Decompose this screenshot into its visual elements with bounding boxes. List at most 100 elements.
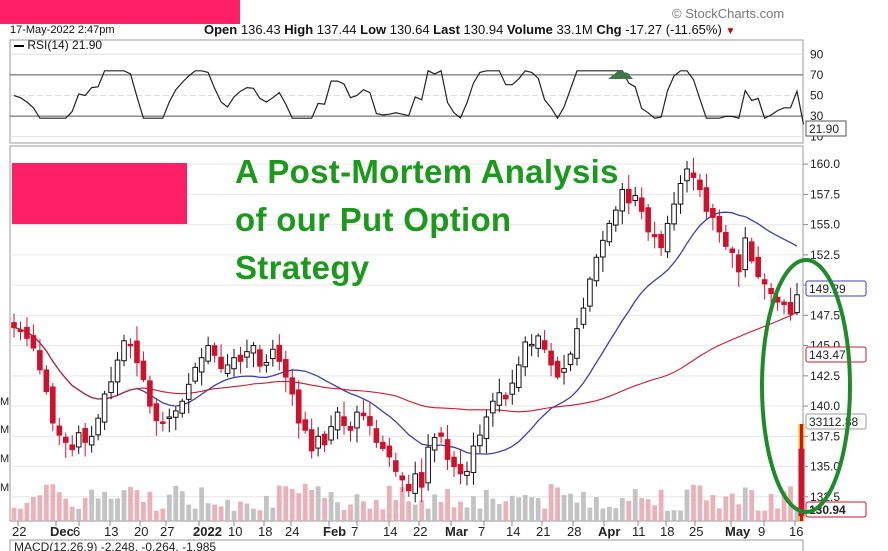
candle-body bbox=[405, 483, 412, 492]
volume-bar bbox=[716, 508, 722, 521]
volume-bar bbox=[231, 510, 237, 521]
candle-body bbox=[645, 207, 651, 233]
volume-bar bbox=[251, 508, 256, 521]
date-tick-label: 22 bbox=[12, 524, 26, 539]
volume-bar bbox=[348, 504, 353, 521]
chg-value: -17.27 (-11.65%) bbox=[625, 22, 722, 37]
volume-bar bbox=[283, 486, 289, 521]
volume-bar bbox=[43, 484, 49, 521]
volume-bar bbox=[134, 490, 140, 521]
volume-bar bbox=[56, 492, 62, 521]
volume-bar bbox=[451, 507, 457, 521]
candle-body bbox=[101, 393, 108, 423]
candle-body bbox=[658, 234, 664, 249]
volume-bar bbox=[522, 495, 528, 521]
volume-bar bbox=[341, 510, 347, 521]
price-axis: 132.5135.0137.5140.0142.5145.0147.5150.0… bbox=[0, 157, 840, 504]
candle-body bbox=[321, 433, 328, 446]
price-tag-box bbox=[805, 413, 867, 430]
candle-body bbox=[334, 411, 341, 431]
volume-bar bbox=[386, 485, 392, 521]
candle-body bbox=[121, 340, 127, 362]
volume-bar bbox=[406, 501, 412, 521]
volume-bar bbox=[76, 508, 82, 521]
date-tick-label: 28 bbox=[567, 524, 581, 539]
candle-body bbox=[444, 439, 451, 460]
candle-body bbox=[211, 345, 218, 356]
volume-bar bbox=[438, 502, 444, 521]
date-tick-label: 20 bbox=[134, 524, 148, 539]
price-tag-value: 143.47 bbox=[809, 348, 846, 362]
candle-body bbox=[360, 412, 367, 417]
chg-down-icon: ▼ bbox=[725, 26, 736, 37]
rsi-label: RSI(14) 21.90 bbox=[14, 38, 102, 52]
moving-averages bbox=[13, 211, 798, 455]
candle-body bbox=[587, 278, 593, 307]
rsi-panel bbox=[9, 39, 804, 144]
date-tick-label: Mar bbox=[445, 524, 468, 539]
rsi-level-label: 30 bbox=[810, 109, 824, 123]
candle-body bbox=[490, 400, 496, 414]
candle-body bbox=[755, 256, 761, 278]
macd-panel bbox=[9, 539, 804, 551]
candle-body bbox=[62, 436, 69, 443]
volume-bar bbox=[89, 489, 95, 521]
volume-bar bbox=[18, 508, 23, 521]
candle-body bbox=[438, 432, 444, 437]
volume-bar bbox=[593, 497, 599, 521]
candle-body bbox=[367, 416, 373, 426]
volume-bar bbox=[503, 501, 509, 521]
date-tick-label: May bbox=[725, 524, 751, 539]
candle-body bbox=[613, 209, 619, 226]
candle-body bbox=[37, 350, 43, 371]
price-tick-label: 137.5 bbox=[810, 429, 840, 443]
date-tick-label: 18 bbox=[660, 524, 674, 539]
volume-bar bbox=[380, 509, 386, 521]
candle-body bbox=[451, 456, 457, 468]
candle-body bbox=[392, 460, 399, 472]
candle-body bbox=[723, 231, 729, 247]
date-tick-label: 25 bbox=[689, 524, 703, 539]
chg-label: Chg bbox=[596, 22, 622, 37]
candle-body bbox=[108, 381, 114, 394]
redaction-block-top bbox=[0, 0, 240, 24]
candle-body bbox=[166, 416, 173, 419]
volume-bar bbox=[639, 498, 645, 521]
price-tick-label: 160.0 bbox=[810, 157, 840, 171]
volume-bar bbox=[335, 502, 340, 521]
volume-bar bbox=[483, 489, 489, 521]
volume-bar bbox=[645, 499, 651, 521]
rsi-value-box bbox=[805, 120, 847, 137]
volume-bar bbox=[542, 508, 548, 521]
volume-bar bbox=[516, 497, 522, 521]
volume-bar bbox=[555, 487, 560, 521]
volume-bar bbox=[102, 491, 107, 521]
candle-body bbox=[768, 288, 774, 295]
volume-bar bbox=[186, 504, 192, 521]
volume-bar bbox=[671, 510, 677, 521]
volume-bar bbox=[535, 498, 541, 521]
volume-bar bbox=[373, 499, 379, 521]
volume-bar bbox=[192, 508, 198, 521]
volume-bar bbox=[31, 497, 36, 521]
volume-bar bbox=[606, 506, 612, 521]
volume-bar bbox=[412, 504, 418, 521]
volume-bar bbox=[238, 501, 243, 521]
date-tick-label: 2022 bbox=[193, 524, 222, 539]
volume-bar bbox=[212, 504, 218, 521]
volume-bar bbox=[166, 494, 172, 521]
candle-body bbox=[748, 241, 755, 262]
candle-body bbox=[477, 434, 483, 447]
candle-body bbox=[218, 356, 224, 370]
candle-body bbox=[373, 428, 380, 443]
candle-body bbox=[328, 426, 334, 441]
volume-bar bbox=[691, 484, 696, 521]
candle-body bbox=[140, 360, 147, 380]
volume-bar bbox=[225, 499, 230, 521]
volume-bar bbox=[173, 485, 179, 521]
date-tick-label: 22 bbox=[413, 524, 427, 539]
volume-bar bbox=[289, 488, 295, 521]
candle-body bbox=[677, 183, 684, 205]
candle-body bbox=[24, 326, 30, 339]
